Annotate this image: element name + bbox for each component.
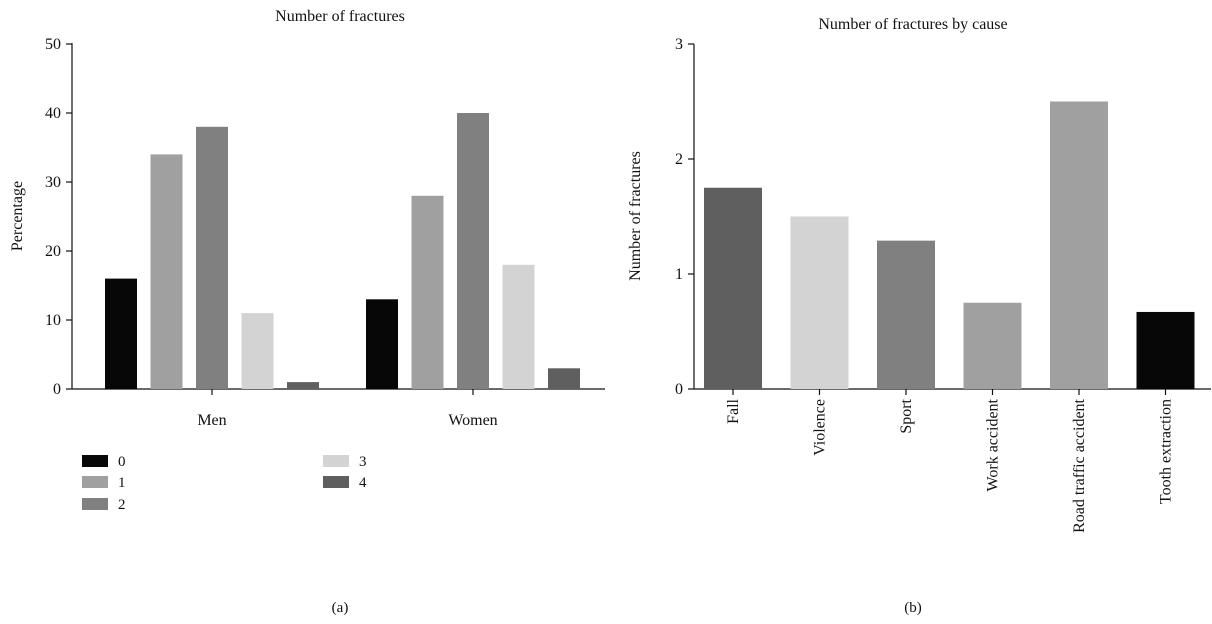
chart-b-y-axis-label: Number of fractures: [627, 151, 644, 281]
legend-label: 1: [118, 475, 126, 491]
bar-road-traffic-accident: [1050, 101, 1108, 389]
bar-fall: [704, 187, 762, 389]
legend-label: 4: [359, 475, 367, 491]
bar-men-4: [287, 382, 319, 389]
x-tick-label-violence: Violence: [812, 399, 829, 456]
x-tick-label: Men: [197, 412, 226, 429]
chart-b-bars: [704, 101, 1195, 389]
chart-a-title: Number of fractures: [275, 8, 405, 25]
legend-item-1: 1: [82, 475, 126, 491]
legend-swatch: [323, 455, 349, 467]
x-tick-label-road-traffic-accident: Road traffic accident: [1071, 398, 1088, 532]
x-tick-label-fall: Fall: [725, 398, 742, 423]
chart-a-x-ticks: Men Women: [197, 389, 498, 429]
chart-b-y-ticks: 0 1 2 3: [675, 36, 694, 398]
y-tick-label: 40: [45, 105, 61, 122]
chart-a-legend: 0 1 2 3 4: [82, 454, 367, 513]
chart-b-x-ticks: Fall Violence Sport Work accident Road traff…: [725, 389, 1175, 533]
bar-sport: [877, 240, 935, 389]
x-tick-label: Women: [448, 412, 497, 429]
legend-item-2: 2: [82, 497, 126, 513]
bar-women-4: [548, 368, 580, 389]
chart-a-bars: [105, 113, 580, 390]
chart-a-y-ticks: 0 10 20 30 40 50: [45, 36, 72, 398]
y-tick-label: 0: [53, 381, 61, 398]
legend-label: 2: [118, 497, 126, 513]
bar-women-1: [411, 195, 444, 389]
y-tick-label: 30: [45, 174, 61, 191]
legend-label: 0: [118, 454, 126, 470]
bar-men-2: [196, 126, 228, 390]
bar-men-0: [105, 278, 137, 389]
chart-a: Number of fractures Percentage 010203040…: [9, 8, 605, 616]
y-tick-label: 2: [675, 151, 683, 168]
legend-label: 3: [359, 454, 367, 470]
bar-violence: [790, 216, 849, 389]
y-tick-label: 10: [45, 312, 61, 329]
y-tick-label: 50: [45, 36, 61, 53]
panel-b-label: (b): [904, 600, 922, 616]
bar-tooth-extraction: [1136, 311, 1195, 389]
bar-men-1: [150, 154, 183, 389]
bar-women-0: [366, 299, 398, 389]
chart-b-title: Number of fractures by cause: [818, 16, 1007, 33]
x-tick-label-tooth-extraction: Tooth extraction: [1158, 399, 1175, 504]
chart-a-y-axis-label: Percentage: [9, 181, 26, 251]
bar-women-2: [457, 113, 489, 389]
legend-item-0: 0: [82, 454, 126, 470]
y-tick-label: 20: [45, 243, 61, 260]
y-tick-label: 1: [675, 266, 683, 283]
bar-women-3: [502, 264, 535, 389]
bar-men-3: [241, 313, 274, 389]
legend-swatch: [82, 455, 108, 467]
chart-b: Number of fractures by cause Number of f…: [627, 16, 1211, 616]
legend-swatch: [323, 476, 349, 488]
legend-item-4: 4: [323, 475, 367, 491]
y-tick-label: 0: [675, 381, 683, 398]
legend-swatch: [82, 498, 108, 510]
legend-swatch: [82, 476, 108, 488]
legend-item-3: 3: [323, 454, 367, 470]
panel-a-label: (a): [332, 600, 349, 616]
y-tick-label: 3: [675, 36, 683, 53]
bar-work-accident: [963, 302, 1022, 389]
x-tick-label-sport: Sport: [898, 398, 915, 433]
x-tick-label-work-accident: Work accident: [985, 398, 1002, 491]
